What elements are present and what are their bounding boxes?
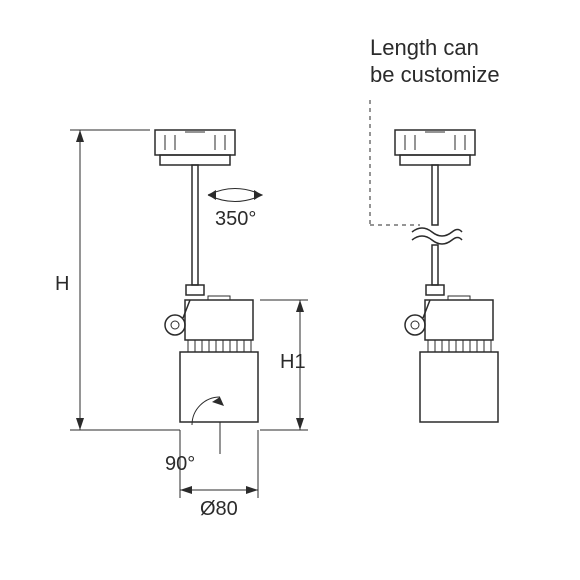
note-line1: Length can: [370, 35, 479, 60]
label-H1: H1: [280, 351, 306, 373]
tilt-indicator: 90°: [165, 397, 224, 475]
label-diameter: Ø80: [200, 498, 238, 520]
label-rotation: 350°: [215, 208, 256, 230]
note-leader: [370, 100, 420, 225]
dim-diameter: Ø80: [180, 430, 258, 520]
fixture-left: [155, 130, 258, 422]
note-line2: be customize: [370, 62, 500, 87]
head-ribs: [188, 340, 251, 352]
head-ribs-right: [428, 340, 491, 352]
dim-H: H: [55, 130, 180, 430]
label-H: H: [55, 273, 69, 295]
rotation-indicator: 350°: [208, 189, 262, 231]
technical-drawing: H: [0, 0, 580, 580]
dim-H1: H1: [260, 300, 308, 430]
fixture-right: [395, 130, 498, 422]
